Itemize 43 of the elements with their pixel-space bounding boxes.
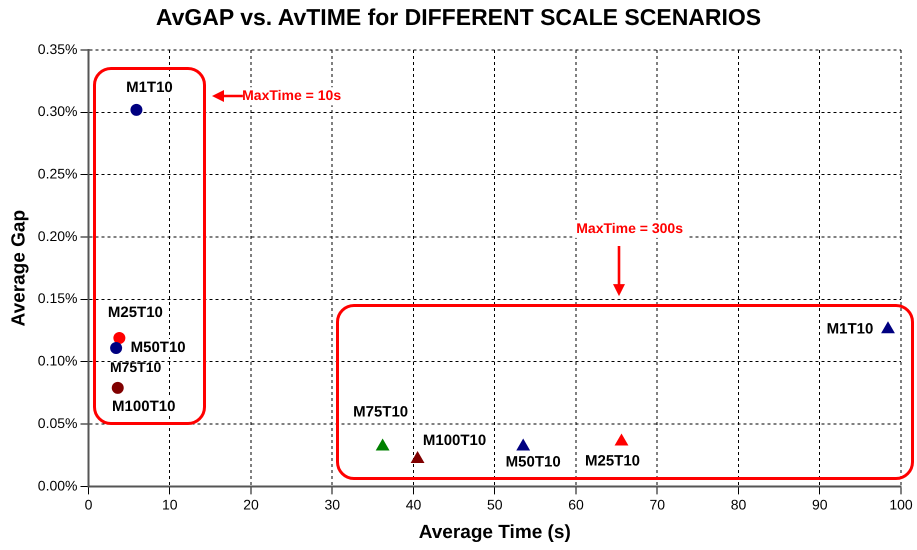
x-tick-label: 40	[406, 496, 422, 513]
x-tick-label: 90	[812, 496, 828, 513]
x-tick-label: 70	[649, 496, 666, 513]
y-axis-title: Average Gap	[8, 210, 30, 326]
point	[112, 382, 124, 394]
point	[881, 322, 895, 334]
annotation: M1T10	[826, 320, 874, 338]
point	[130, 104, 142, 116]
annotation: M100T10	[422, 432, 486, 450]
annotation: M1T10	[126, 78, 173, 96]
y-tick-label: 0.05%	[38, 414, 78, 431]
y-tick-label: 0.30%	[38, 103, 78, 120]
y-tick-label: 0.25%	[38, 166, 78, 182]
annotation: M75T10	[353, 404, 408, 421]
annotation: M50T10	[506, 454, 561, 471]
chart-title: AvGAP vs. AvTIME for DIFFERENT SCALE SCENARIOS	[154, 4, 762, 31]
x-tick-label: 60	[568, 496, 584, 513]
x-tick-label: 30	[324, 496, 340, 513]
x-tick-label: 100	[889, 496, 913, 513]
annotation: M75T10	[110, 358, 162, 375]
x-tick-label: 20	[243, 496, 259, 513]
annotation: M100T10	[112, 398, 176, 416]
annotation: M25T10	[108, 304, 163, 322]
x-tick-label: 10	[162, 496, 178, 513]
x-axis-title: Average Time (s)	[418, 522, 571, 543]
point	[376, 439, 390, 450]
annotation: MaxTime = 300s	[576, 220, 684, 236]
y-tick-label: 0.20%	[38, 228, 78, 244]
annotation: MaxTime = 10s	[242, 87, 342, 104]
y-tick-label: 0.15%	[38, 290, 78, 306]
point	[516, 439, 530, 450]
annotation: M25T10	[584, 452, 640, 470]
x-tick-label: 50	[486, 496, 503, 513]
point	[110, 342, 122, 354]
x-tick-label: 80	[730, 496, 746, 513]
y-tick-label: 0.35%	[38, 40, 78, 57]
y-tick-label: 0.00%	[38, 477, 78, 494]
point	[411, 451, 424, 463]
annotation: M50T10	[130, 339, 186, 356]
y-tick-label: 0.10%	[38, 352, 78, 369]
point	[614, 434, 628, 446]
point	[113, 332, 126, 344]
x-tick-label: 0	[84, 496, 93, 513]
